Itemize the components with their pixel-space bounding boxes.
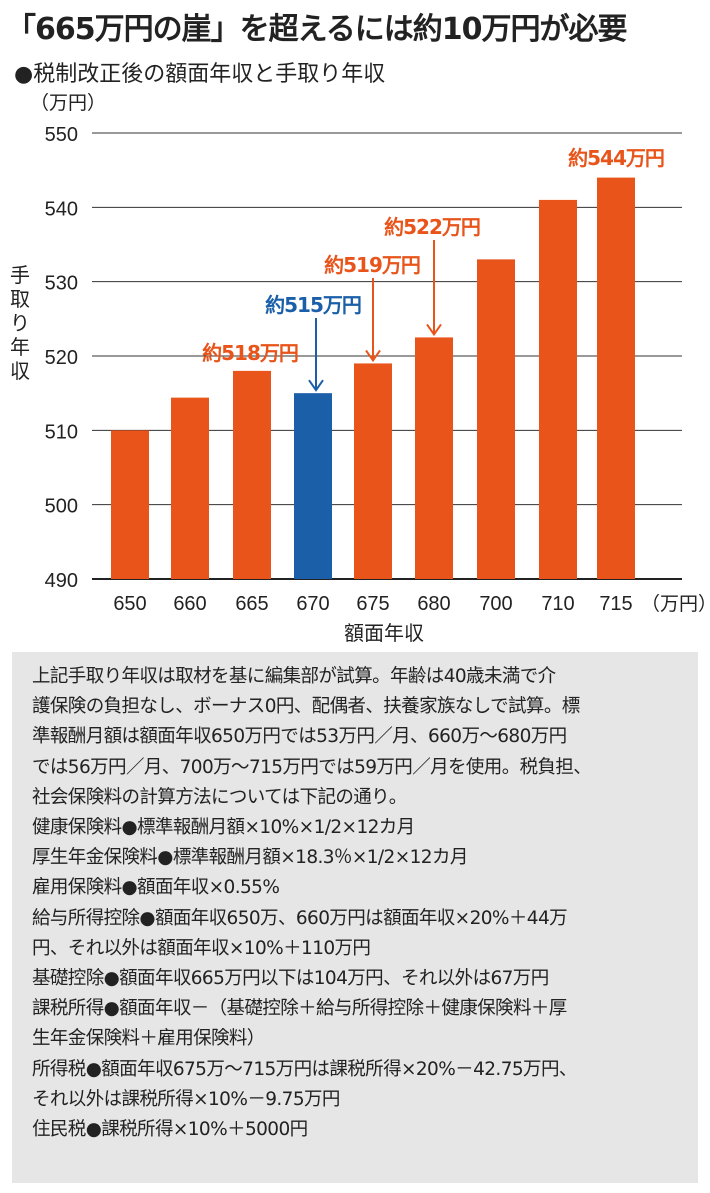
note-line: 社会保険料の計算方法については下記の通り。 xyxy=(32,786,407,808)
x-unit-label: （万円） xyxy=(641,593,710,615)
x-tick-label: 715 xyxy=(599,593,632,615)
arrow-head-icon xyxy=(426,323,442,337)
x-tick-label: 670 xyxy=(296,593,329,615)
arrow-head-icon xyxy=(365,349,381,363)
note-line: 課税所得●額面年収－（基礎控除＋給与所得控除＋健康保険料＋厚 xyxy=(32,998,567,1020)
bar-715 xyxy=(597,177,635,579)
note-line: それ以外は課税所得×10%－9.75万円 xyxy=(32,1088,340,1110)
x-tick-label: 700 xyxy=(479,593,512,615)
bar-675 xyxy=(354,363,392,579)
chart-subtitle: ●税制改正後の額面年収と手取り年収 xyxy=(14,62,386,87)
y-tick-label: 490 xyxy=(45,570,78,592)
y-axis-label-char: り xyxy=(10,311,30,335)
y-axis-label-char: 取 xyxy=(10,287,30,311)
note-line: 健康保険料●標準報酬月額×10%×1/2×12カ月 xyxy=(32,817,415,839)
data-label: 約519万円 xyxy=(324,253,420,277)
note-line: では56万円／月、700万～715万円では59万円／月を使用。税負担、 xyxy=(32,756,592,778)
y-tick-label: 540 xyxy=(45,198,78,220)
y-axis-label-char: 手 xyxy=(10,263,30,287)
note-line: 円、それ以外は額面年収×10%＋110万円 xyxy=(32,937,371,959)
note-line: 護保険の負担なし、ボーナス0円、配偶者、扶養家族なしで試算。標 xyxy=(32,696,580,718)
y-tick-label: 550 xyxy=(45,124,78,146)
data-label: 約518万円 xyxy=(202,341,298,365)
x-tick-label: 675 xyxy=(356,593,389,615)
chart-title: 「665万円の崖」を超えるには約10万円が必要 xyxy=(6,12,627,47)
y-axis-label-char: 収 xyxy=(10,359,30,383)
y-axis-label-char: 年 xyxy=(10,335,30,359)
y-tick-label: 530 xyxy=(45,273,78,295)
x-tick-label: 650 xyxy=(113,593,146,615)
y-tick-label: 500 xyxy=(45,496,78,518)
x-tick-label: 680 xyxy=(417,593,450,615)
note-line: 準報酬月額は額面年収650万円では53万円／月、660万～680万円 xyxy=(32,726,567,748)
x-tick-label: 710 xyxy=(541,593,574,615)
bar-670 xyxy=(294,393,332,579)
bar-660 xyxy=(171,397,209,579)
data-label: 約544万円 xyxy=(568,146,664,170)
arrow-head-icon xyxy=(308,379,324,392)
bar-665 xyxy=(233,370,271,579)
bar-650 xyxy=(111,430,149,579)
note-line: 住民税●課税所得×10%＋5000円 xyxy=(32,1119,308,1141)
note-line: 生年金保険料＋雇用保険料） xyxy=(32,1028,265,1050)
bar-710 xyxy=(539,199,577,579)
bar-680 xyxy=(415,337,453,579)
note-line: 厚生年金保険料●標準報酬月額×18.3％×1/2×12カ月 xyxy=(32,847,468,869)
x-tick-label: 660 xyxy=(173,593,206,615)
data-label: 約522万円 xyxy=(384,215,480,239)
note-line: 所得税●額面年収675万～715万円は課税所得×20%－42.75万円、 xyxy=(32,1058,577,1080)
y-unit-label: （万円） xyxy=(30,92,106,114)
note-line: 上記手取り年収は取材を基に編集部が試算。年齢は40歳未満で介 xyxy=(32,666,556,687)
bar-chart: 490 500 510 520 530 540 550 （万円） 手取り年収 650 660 665 6… xyxy=(10,92,710,645)
bar-700 xyxy=(477,259,515,579)
note-line: 雇用保険料●額面年収×0.55% xyxy=(32,877,280,899)
y-tick-label: 520 xyxy=(45,347,78,369)
notes-box: 上記手取り年収は取材を基に編集部が試算。年齢は40歳未満で介護保険の負担なし、ボ… xyxy=(12,652,698,1183)
note-line: 基礎控除●額面年収665万円以下は104万円、それ以外は67万円 xyxy=(32,968,549,990)
y-tick-label: 510 xyxy=(45,421,78,443)
x-axis-label: 額面年収 xyxy=(344,621,424,645)
note-line: 給与所得控除●額面年収650万、660万円は額面年収×20%＋44万 xyxy=(32,907,568,929)
data-label: 約515万円 xyxy=(265,293,361,317)
x-tick-label: 665 xyxy=(235,593,268,615)
